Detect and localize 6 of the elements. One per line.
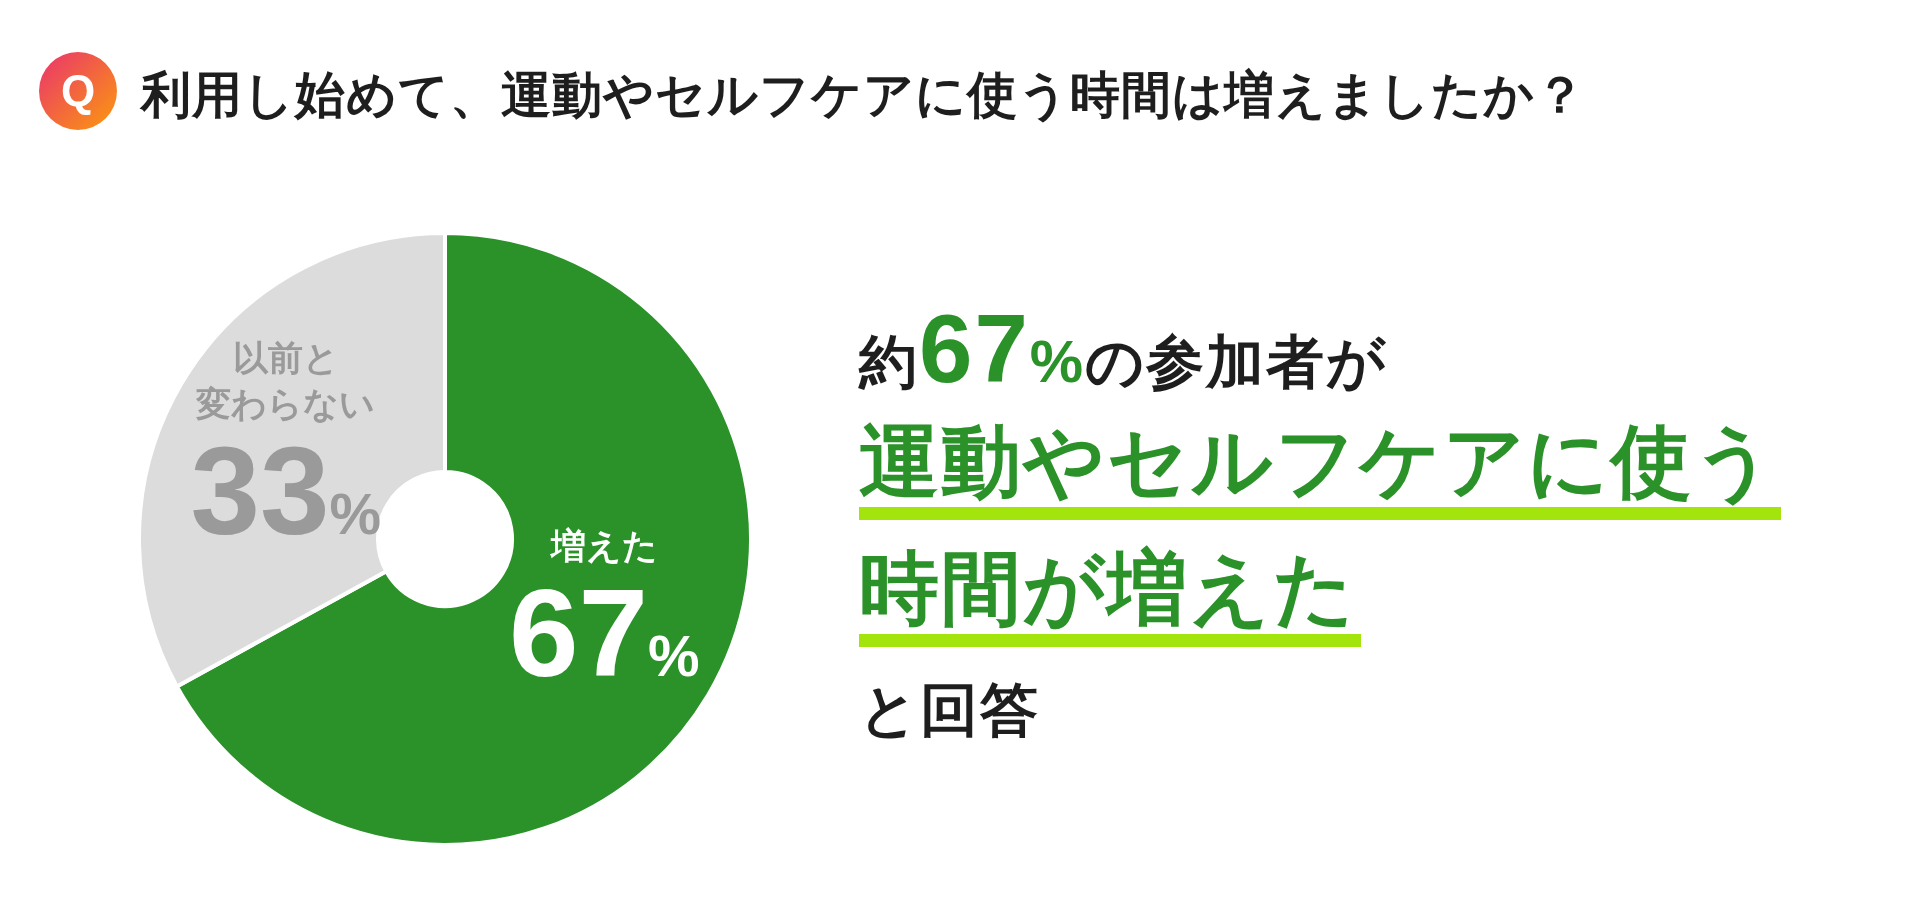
annotation: 時間が増えた [859,544,1357,633]
annotation: 運動やセルフケアに使う [859,417,1777,506]
icon-label: Q [60,66,96,115]
title: 利用し始めて、運動やセルフケアに使う時間は増えましたか？ [141,67,1586,123]
annotation: と回答 [859,677,1040,742]
annotation: 約67%の参加者が [859,295,1388,402]
